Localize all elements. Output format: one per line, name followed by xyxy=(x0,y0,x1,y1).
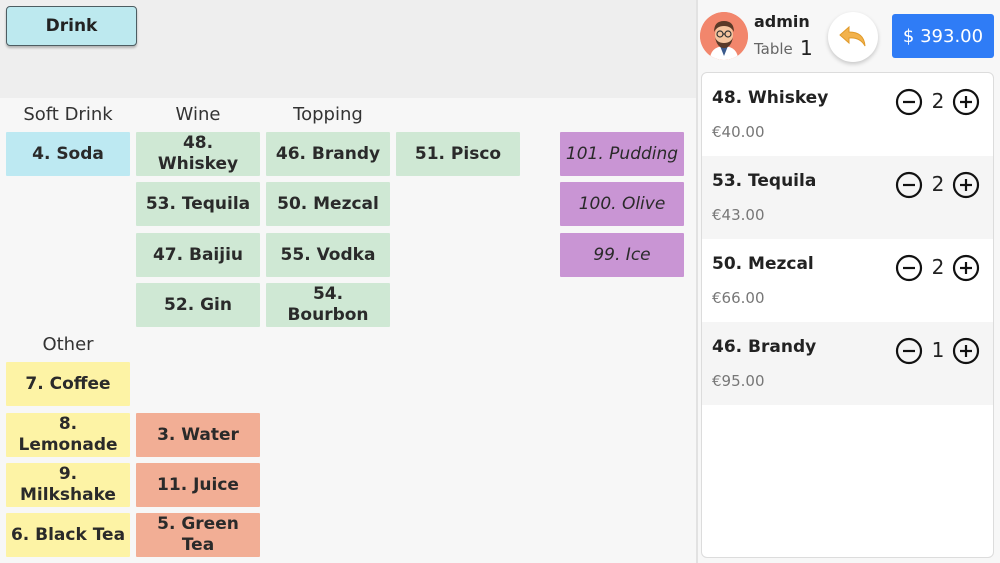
item-gin[interactable]: 52. Gin xyxy=(136,283,260,327)
product-grid: Soft Drink Wine Topping Other 4. Soda 48… xyxy=(0,98,696,563)
order-item-name: 48. Whiskey xyxy=(712,88,829,108)
column-header-topping: Topping xyxy=(293,104,363,125)
item-tequila[interactable]: 53. Tequila xyxy=(136,182,260,226)
user-name: admin xyxy=(754,12,810,31)
item-water[interactable]: 3. Water xyxy=(136,413,260,457)
total-button[interactable]: $ 393.00 xyxy=(892,14,994,58)
item-black-tea[interactable]: 6. Black Tea xyxy=(6,513,130,557)
category-bar: Drink xyxy=(0,0,696,98)
order-panel: admin Table 1 $ 393.00 48. Whiskey €40.0… xyxy=(698,0,1000,563)
item-brandy[interactable]: 46. Brandy xyxy=(266,132,390,176)
order-item-quantity: 2 xyxy=(931,89,945,113)
minus-circle-icon[interactable] xyxy=(895,88,923,116)
undo-button[interactable] xyxy=(828,12,878,62)
item-vodka[interactable]: 55. Vodka xyxy=(266,233,390,277)
item-olive[interactable]: 100. Olive xyxy=(560,182,684,226)
item-green-tea[interactable]: 5. Green Tea xyxy=(136,513,260,557)
column-header-soft-drink: Soft Drink xyxy=(23,104,113,125)
order-item-price: €66.00 xyxy=(712,289,765,307)
order-item-quantity: 2 xyxy=(931,172,945,196)
plus-circle-icon[interactable] xyxy=(952,171,980,199)
column-header-wine: Wine xyxy=(175,104,221,125)
category-drink-button[interactable]: Drink xyxy=(6,6,137,46)
table-number: 1 xyxy=(800,36,813,60)
item-lemonade[interactable]: 8. Lemonade xyxy=(6,413,130,457)
order-row[interactable]: 50. Mezcal €66.00 2 xyxy=(702,239,993,322)
plus-circle-icon[interactable] xyxy=(952,88,980,116)
minus-circle-icon[interactable] xyxy=(895,171,923,199)
undo-arrow-icon xyxy=(839,25,866,47)
item-whiskey[interactable]: 48. Whiskey xyxy=(136,132,260,176)
order-item-name: 46. Brandy xyxy=(712,337,817,357)
minus-circle-icon[interactable] xyxy=(895,337,923,365)
order-row[interactable]: 46. Brandy €95.00 1 xyxy=(702,322,993,405)
order-item-quantity: 1 xyxy=(931,338,945,362)
column-header-other: Other xyxy=(42,334,94,355)
order-item-name: 53. Tequila xyxy=(712,171,817,191)
table-label: Table xyxy=(754,40,793,58)
item-milkshake[interactable]: 9. Milkshake xyxy=(6,463,130,507)
item-soda[interactable]: 4. Soda xyxy=(6,132,130,176)
order-item-price: €43.00 xyxy=(712,206,765,224)
item-juice[interactable]: 11. Juice xyxy=(136,463,260,507)
item-coffee[interactable]: 7. Coffee xyxy=(6,362,130,406)
order-item-name: 50. Mezcal xyxy=(712,254,814,274)
plus-circle-icon[interactable] xyxy=(952,337,980,365)
item-pisco[interactable]: 51. Pisco xyxy=(396,132,520,176)
minus-circle-icon[interactable] xyxy=(895,254,923,282)
order-item-price: €95.00 xyxy=(712,372,765,390)
panel-divider xyxy=(696,0,698,563)
item-baijiu[interactable]: 47. Baijiu xyxy=(136,233,260,277)
order-list: 48. Whiskey €40.00 2 53. Tequila €43.00 … xyxy=(701,72,994,558)
user-avatar-icon xyxy=(700,12,748,60)
order-row[interactable]: 53. Tequila €43.00 2 xyxy=(702,156,993,239)
order-row[interactable]: 48. Whiskey €40.00 2 xyxy=(702,73,993,156)
item-ice[interactable]: 99. Ice xyxy=(560,233,684,277)
order-item-price: €40.00 xyxy=(712,123,765,141)
order-item-quantity: 2 xyxy=(931,255,945,279)
item-mezcal[interactable]: 50. Mezcal xyxy=(266,182,390,226)
item-bourbon[interactable]: 54. Bourbon xyxy=(266,283,390,327)
plus-circle-icon[interactable] xyxy=(952,254,980,282)
item-pudding[interactable]: 101. Pudding xyxy=(560,132,684,176)
